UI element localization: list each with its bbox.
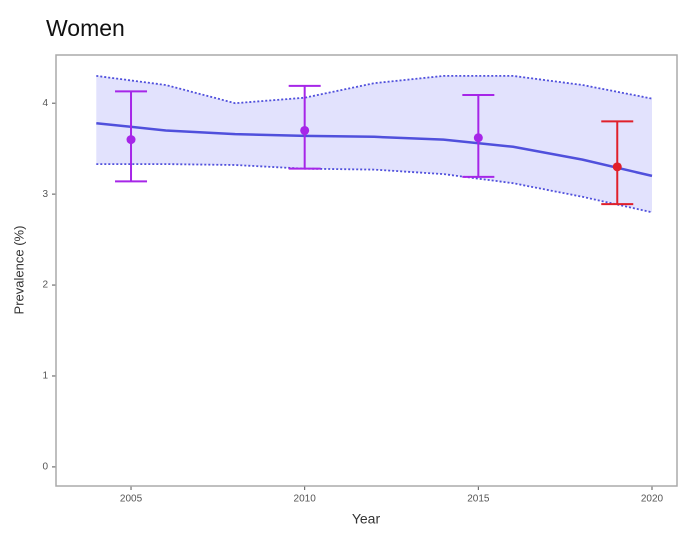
y-tick-label: 1 <box>42 371 48 382</box>
x-axis-label: Year <box>352 511 381 527</box>
y-tick-label: 0 <box>42 462 48 473</box>
point <box>300 125 310 135</box>
x-tick-label: 2005 <box>120 494 143 505</box>
trend-line <box>96 121 653 178</box>
x-tick-label: 2010 <box>294 494 317 505</box>
plot-border <box>55 54 678 487</box>
x-tick-label: 2015 <box>467 494 490 505</box>
chart-title: Women <box>46 15 125 41</box>
y-axis-label: Prevalence (%) <box>11 226 26 315</box>
band-upper <box>96 75 653 105</box>
point <box>126 135 136 145</box>
point <box>473 133 483 143</box>
y-tick-label: 3 <box>42 189 48 200</box>
x-tick-label: 2020 <box>641 494 664 505</box>
confidence-band <box>96 75 653 213</box>
y-tick-label: 4 <box>42 98 48 109</box>
point <box>612 162 622 172</box>
band-lower <box>96 163 653 214</box>
y-tick-label: 2 <box>42 280 48 291</box>
